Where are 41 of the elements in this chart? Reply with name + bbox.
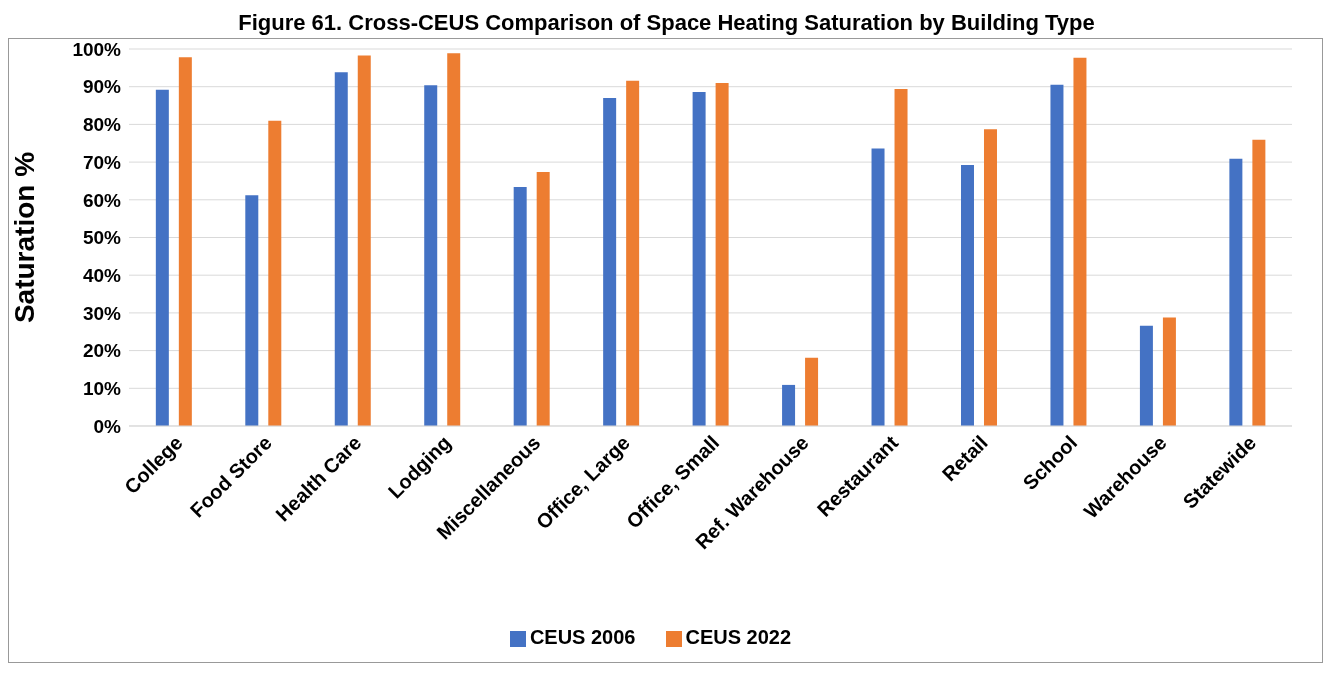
bar bbox=[626, 80, 640, 426]
bar bbox=[357, 55, 371, 426]
y-tick-label: 60% bbox=[82, 189, 122, 211]
bar bbox=[1050, 84, 1064, 426]
bar bbox=[424, 85, 438, 426]
bar bbox=[1162, 317, 1176, 426]
y-axis-title: Saturation % bbox=[8, 151, 40, 324]
bar bbox=[178, 57, 192, 426]
bar bbox=[692, 91, 706, 426]
legend-label: CEUS 2022 bbox=[685, 626, 792, 648]
bar bbox=[983, 129, 997, 426]
bar bbox=[536, 171, 550, 426]
bar bbox=[245, 195, 259, 426]
y-tick-label: 40% bbox=[82, 264, 122, 286]
y-tick-label: 50% bbox=[82, 227, 122, 249]
y-tick-label: 80% bbox=[82, 114, 122, 136]
y-tick-label: 20% bbox=[82, 340, 122, 362]
bar bbox=[1252, 139, 1266, 426]
legend-label: CEUS 2006 bbox=[529, 626, 636, 648]
bar bbox=[268, 120, 282, 426]
chart-title: Figure 61. Cross-CEUS Comparison of Space Heating Saturation by Building Type bbox=[237, 9, 1096, 37]
y-tick-label: 90% bbox=[82, 76, 122, 98]
bar bbox=[1229, 158, 1243, 426]
bar bbox=[513, 186, 527, 426]
bar bbox=[960, 165, 974, 426]
bar bbox=[1139, 325, 1153, 426]
y-tick-label: 100% bbox=[72, 38, 122, 60]
bar bbox=[715, 82, 729, 426]
bar bbox=[155, 89, 169, 426]
bar bbox=[805, 357, 819, 426]
bar bbox=[894, 88, 908, 426]
y-tick-label: 0% bbox=[93, 415, 122, 437]
bar bbox=[871, 148, 885, 426]
y-tick-label: 70% bbox=[82, 151, 122, 173]
bar bbox=[334, 72, 348, 426]
bar bbox=[782, 384, 796, 426]
bar bbox=[1073, 57, 1087, 426]
bar bbox=[447, 53, 461, 426]
bar bbox=[603, 98, 617, 426]
y-tick-label: 10% bbox=[82, 378, 122, 400]
y-tick-label: 30% bbox=[82, 302, 122, 324]
